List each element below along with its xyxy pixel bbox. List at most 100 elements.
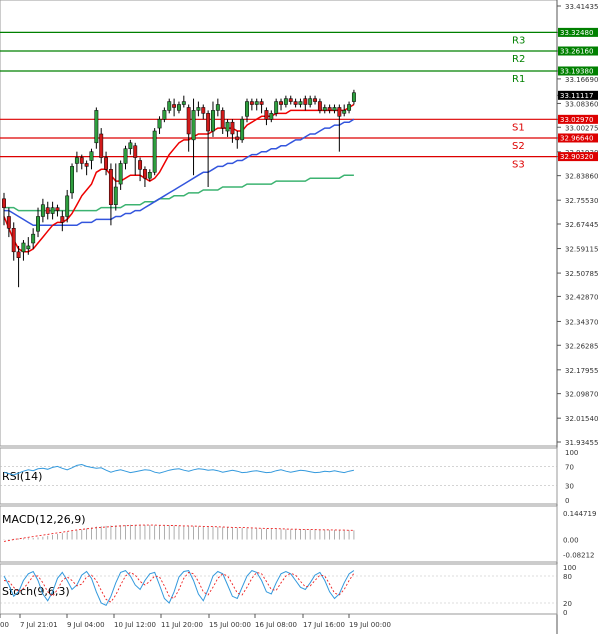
candle-body (172, 104, 177, 108)
price-tick-label: 31.93455 (565, 439, 598, 447)
candle-body (191, 110, 196, 141)
rsi-panel (0, 447, 558, 505)
candle-body (235, 136, 240, 141)
price-tick-label: 32.34370 (565, 318, 598, 326)
candle-body (60, 216, 65, 223)
candle-body (152, 130, 157, 173)
candle-body (351, 92, 356, 102)
rsi-line (3, 463, 355, 476)
rsi-plot: 100 70 30 0 (0, 449, 578, 505)
macd-tick-label: -0.08212 (563, 552, 594, 560)
macd-signal-line (3, 524, 354, 542)
candle-body (45, 207, 50, 214)
candle-body (274, 101, 279, 114)
level-price-label: 33.19380 (560, 67, 593, 75)
time-tick-label: 17 Jul 16:00 (303, 621, 345, 629)
candle-body (264, 110, 269, 120)
candle-body (322, 107, 327, 111)
candle-body (230, 121, 235, 135)
current-price-box (558, 90, 598, 100)
macd-tick-label: 0.144719 (563, 510, 596, 518)
rsi-tick-label: 100 (565, 449, 578, 457)
price-tick-label: 32.59115 (565, 246, 598, 254)
candle-body (21, 242, 26, 253)
candle-body (123, 148, 128, 164)
candle-body (142, 169, 147, 179)
price-tick-label: 32.83860 (565, 173, 598, 181)
stoch-tick-label: 80 (563, 573, 572, 581)
candle-body (186, 107, 191, 135)
candle-body (99, 133, 104, 158)
level-name-r2: R2 (512, 54, 525, 65)
level-price-label: 33.26160 (560, 48, 593, 56)
candle-body (31, 233, 36, 244)
candle-body (220, 110, 225, 129)
candle-body (167, 101, 172, 111)
candle-body (2, 198, 6, 208)
candle-body (74, 157, 79, 164)
candle-body (245, 101, 249, 117)
candlesticks (2, 89, 356, 288)
rsi-tick-label: 0 (565, 497, 569, 505)
candle-body (269, 113, 274, 120)
level-price-box (558, 27, 598, 37)
candle-body (225, 121, 230, 132)
candle-body (181, 101, 186, 105)
candle-body (288, 98, 293, 102)
candle-body (26, 245, 31, 250)
candle-body (254, 101, 259, 105)
candle-body (196, 107, 201, 111)
price-tick-label: 33.41435 (565, 3, 598, 11)
macd-plot: 0.144719 0.00 -0.08212 (3, 510, 596, 560)
candle-body (118, 163, 123, 185)
macd-panel (0, 505, 558, 563)
candle-body (347, 104, 352, 111)
time-axis: 00 7 Jul 21:01 9 Jul 04:00 10 Jul 12:00 11 J… (0, 614, 391, 629)
candle-body (249, 101, 254, 105)
candle-body (240, 118, 245, 141)
price-tick-label: 32.67445 (565, 221, 598, 229)
price-tick-label: 32.42870 (565, 293, 598, 301)
time-tick-label: 11 Jul 20:00 (161, 621, 203, 629)
candle-body (50, 207, 55, 214)
candle-body (147, 172, 152, 179)
macd-tick-label: 0.00 (563, 537, 579, 545)
candle-body (342, 110, 347, 114)
time-tick-label: 00 (0, 621, 9, 629)
candle-body (337, 107, 342, 117)
candle-body (162, 110, 167, 120)
level-price-label: 33.32480 (560, 29, 593, 37)
candle-body (303, 98, 308, 105)
current-price-marker: 33.11117 (558, 90, 598, 100)
candle-body (16, 251, 21, 258)
candle-body (113, 186, 118, 205)
candle-body (327, 107, 332, 111)
price-panel (0, 0, 558, 447)
level-price-box (558, 114, 598, 124)
level-price-label: 33.02970 (560, 116, 593, 124)
stoch-tick-label: 20 (563, 600, 572, 608)
price-tick-label: 33.00275 (565, 124, 598, 132)
price-tick-label: 32.75530 (565, 197, 598, 205)
time-tick-label: 7 Jul 21:01 (20, 621, 58, 629)
candle-body (177, 104, 181, 111)
level-price-box (558, 46, 598, 56)
level-name-s1: S1 (512, 122, 525, 133)
candle-body (65, 195, 70, 217)
price-tick-label: 32.09870 (565, 391, 598, 399)
level-name-r1: R1 (512, 74, 525, 85)
candle-body (157, 118, 162, 129)
rsi-label: RSI(14) (2, 470, 42, 483)
level-name-r3: R3 (512, 35, 525, 46)
price-tick-label: 32.26285 (565, 342, 598, 350)
candle-body (298, 101, 303, 105)
time-tick-label: 16 Jul 08:00 (255, 621, 297, 629)
candle-body (215, 104, 220, 111)
candle-body (36, 216, 40, 232)
time-tick-label: 15 Jul 00:00 (209, 621, 251, 629)
candle-body (133, 145, 138, 158)
price-tick-label: 33.08360 (565, 100, 598, 108)
candle-body (313, 98, 317, 102)
